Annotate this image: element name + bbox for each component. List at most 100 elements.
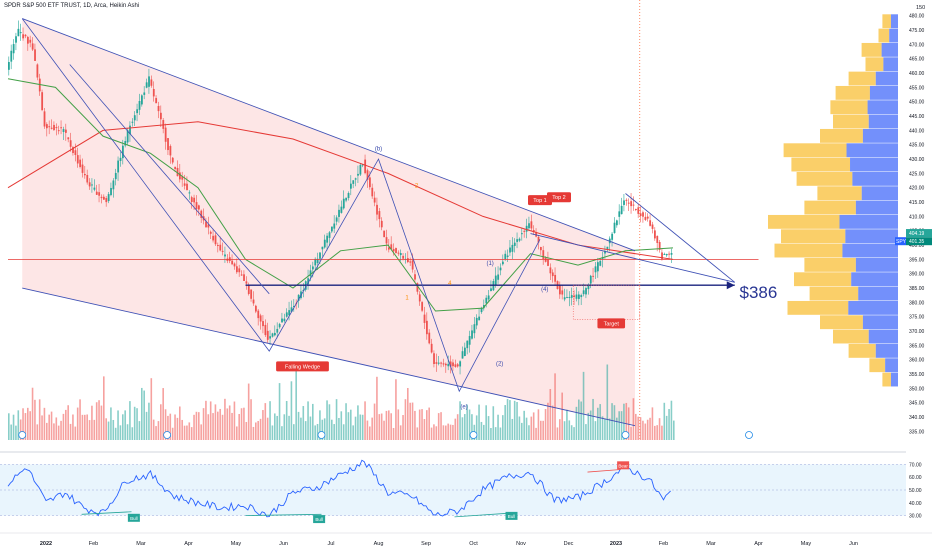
time-axis-label: Nov: [516, 541, 526, 547]
volume-bar: [176, 417, 179, 440]
candle-body: [497, 274, 500, 280]
event-marker-icon[interactable]: [163, 431, 172, 439]
event-marker-icon[interactable]: [745, 431, 753, 439]
candle-body: [585, 288, 587, 295]
wave-count-path: [21, 18, 541, 393]
volume-profile-bar-down: [846, 143, 898, 158]
candle-body: [250, 289, 253, 299]
volume-bar: [74, 426, 77, 440]
volume-profile-bar-up: [817, 186, 862, 201]
rsi-bull-label-bg: [127, 513, 140, 522]
volume-profile-bar-up: [794, 272, 852, 287]
candle-body: [594, 266, 597, 273]
volume-bar: [122, 414, 124, 440]
candle-body: [50, 127, 53, 129]
volume-bar: [15, 425, 17, 440]
volume-bar: [639, 417, 642, 440]
candle-body: [551, 272, 554, 277]
candle-body: [259, 315, 262, 322]
volume-bar: [171, 427, 174, 440]
volume-bar: [181, 419, 183, 440]
wave-label-4: (4): [541, 287, 548, 293]
volume-bar: [219, 408, 221, 440]
candle-body: [15, 36, 17, 43]
candle-body: [293, 306, 295, 308]
volume-bar: [124, 410, 126, 440]
candle-body: [48, 126, 51, 128]
candle-body: [198, 205, 200, 210]
trendline-wedge-lower[interactable]: [22, 287, 636, 427]
volume-bar: [271, 425, 274, 440]
candle-body: [380, 220, 383, 228]
volume-bar: [556, 427, 559, 440]
volume-bar: [259, 418, 262, 440]
volume-bar: [290, 381, 293, 440]
volume-bar: [264, 403, 267, 440]
price-axis-tick: 370.00: [909, 329, 925, 335]
event-marker-icon[interactable]: [317, 431, 326, 439]
candle-body: [247, 284, 250, 294]
candle-body: [103, 196, 105, 200]
candle-body: [119, 157, 122, 161]
candle-body: [72, 147, 74, 154]
volume-bar: [490, 427, 492, 440]
price-axis-tick: 435.00: [909, 143, 925, 149]
symbol-tag-bg: [895, 237, 906, 246]
candle-body: [544, 257, 547, 262]
candle-body: [369, 177, 371, 188]
candle-body: [285, 312, 288, 317]
volume-bar: [397, 409, 400, 440]
candle-body: [307, 278, 310, 285]
price-axis-tick: 375.00: [909, 315, 925, 321]
volume-profile-bar-down: [851, 272, 898, 287]
candle-body: [266, 330, 269, 340]
candle-body: [592, 275, 595, 277]
trendline-wedge-upper[interactable]: [22, 18, 636, 252]
volume-bar: [41, 415, 43, 440]
volume-bar: [668, 409, 670, 440]
candle-body: [338, 209, 340, 217]
candle-body: [578, 294, 580, 299]
volume-bar: [423, 419, 426, 440]
candle-body: [217, 245, 219, 247]
price-axis-tick: 360.00: [909, 358, 925, 364]
volume-profile-bar-down: [839, 214, 898, 229]
candle-body: [231, 260, 234, 265]
trendline-recent-lower[interactable]: [530, 233, 735, 283]
volume-bar: [72, 414, 74, 440]
volume-bar: [395, 379, 397, 440]
candle-body: [378, 211, 381, 220]
price-axis-tick: 395.00: [909, 257, 925, 263]
candle-body: [183, 183, 186, 186]
candle-body: [454, 364, 457, 367]
volume-bar: [302, 406, 305, 440]
event-marker-icon[interactable]: [621, 431, 630, 439]
candle-body: [599, 260, 602, 266]
candle-body: [506, 255, 509, 258]
volume-bar: [525, 417, 528, 440]
candle-body: [65, 129, 67, 133]
candle-body: [411, 260, 414, 270]
volume-bar: [661, 425, 663, 440]
volume-profile-bar-down: [848, 300, 898, 315]
candle-body: [518, 238, 521, 241]
candle-body: [53, 124, 55, 131]
volume-bar: [155, 426, 157, 440]
volume-bar: [207, 414, 210, 440]
volume-bar: [202, 408, 205, 440]
rsi-bear-divergence: [587, 469, 621, 473]
volume-bar: [93, 419, 96, 440]
volume-bar: [532, 412, 535, 440]
candle-body: [385, 237, 388, 244]
candle-body: [274, 332, 276, 336]
event-marker-icon[interactable]: [469, 431, 478, 439]
candle-body: [224, 254, 226, 257]
volume-bar: [535, 427, 537, 440]
event-marker-icon[interactable]: [18, 431, 27, 439]
volume-bar: [79, 399, 81, 440]
volume-bar: [231, 412, 233, 440]
trendline-recent-upper[interactable]: [625, 193, 736, 283]
volume-bar: [635, 413, 637, 440]
candle-body: [8, 62, 10, 70]
